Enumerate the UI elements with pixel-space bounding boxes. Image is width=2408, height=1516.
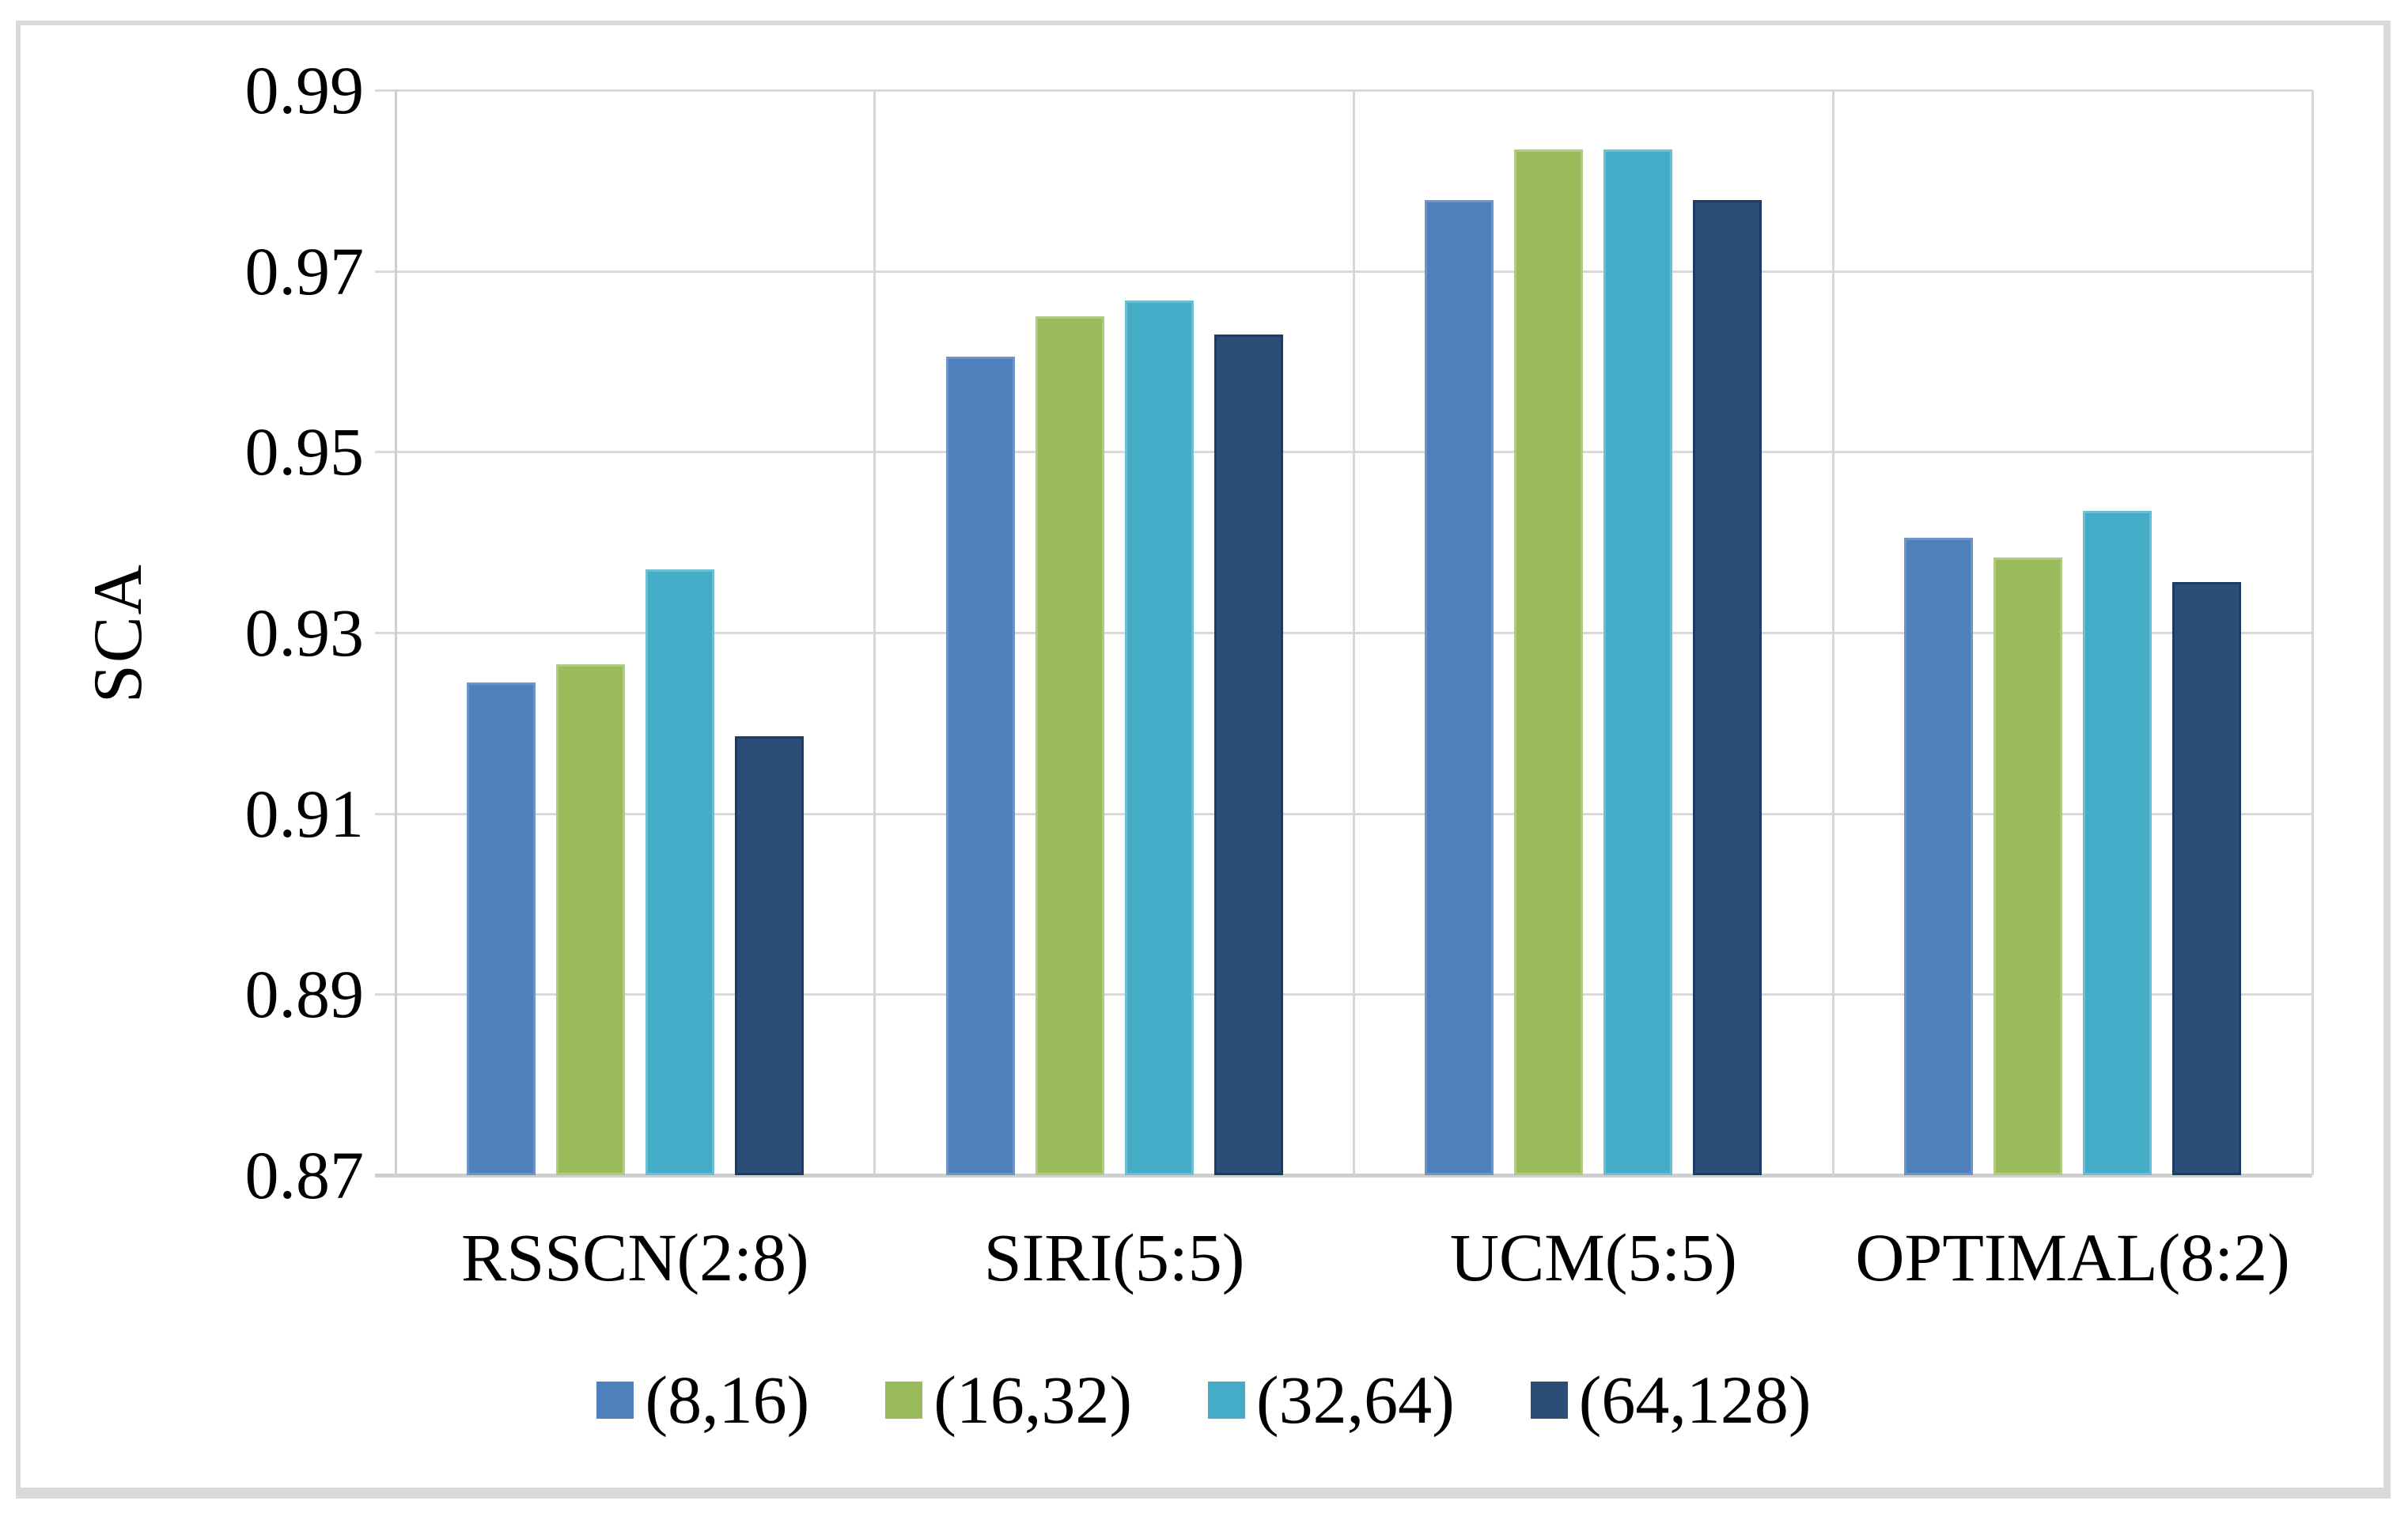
category-divider <box>1831 90 1834 1175</box>
plot-right-edge <box>2311 90 2314 1175</box>
y-axis-title-text: SCA <box>80 562 157 703</box>
legend-swatch-icon <box>1530 1381 1568 1419</box>
bar-rsscn-2-8--series-3 <box>645 569 714 1175</box>
x-axis-line <box>375 1174 2312 1178</box>
legend-swatch-icon <box>596 1381 634 1419</box>
y-tick-label: 0.97 <box>244 233 365 309</box>
legend-item-1: (8,16) <box>596 1360 809 1439</box>
y-tick-label: 0.91 <box>244 775 365 852</box>
y-tick-label: 0.93 <box>244 595 365 671</box>
category-divider <box>1353 90 1355 1175</box>
y-gridline <box>375 89 2312 92</box>
bar-ucm-5-5--series-4 <box>1693 200 1762 1175</box>
bar-rsscn-2-8--series-4 <box>734 736 804 1175</box>
bar-siri-5-5--series-3 <box>1124 301 1194 1175</box>
bar-siri-5-5--series-4 <box>1213 334 1283 1175</box>
bar-rsscn-2-8--series-1 <box>466 682 536 1175</box>
y-axis-title: SCA <box>59 90 178 1175</box>
legend-item-2: (16,32) <box>885 1360 1132 1439</box>
bar-optimal-8-2--series-2 <box>1993 558 2063 1175</box>
bar-ucm-5-5--series-2 <box>1514 149 1584 1175</box>
bar-siri-5-5--series-1 <box>945 357 1015 1175</box>
y-tick-label: 0.99 <box>244 52 365 128</box>
y-tick-label: 0.89 <box>244 956 365 1033</box>
y-gridline <box>375 270 2312 273</box>
y-axis-line <box>394 90 397 1175</box>
x-category-label: RSSCN(2:8) <box>461 1219 809 1295</box>
legend-item-4: (64,128) <box>1530 1360 1812 1439</box>
legend-swatch-icon <box>1208 1381 1245 1419</box>
category-divider <box>873 90 876 1175</box>
bar-optimal-8-2--series-1 <box>1904 537 1974 1175</box>
bar-siri-5-5--series-2 <box>1035 316 1104 1175</box>
bar-optimal-8-2--series-4 <box>2172 581 2242 1175</box>
bar-ucm-5-5--series-1 <box>1425 200 1494 1175</box>
legend-label: (16,32) <box>933 1362 1132 1438</box>
y-tick-label: 0.87 <box>244 1137 365 1213</box>
x-category-label: SIRI(5:5) <box>983 1219 1245 1295</box>
legend-label: (32,64) <box>1256 1362 1455 1438</box>
legend: (8,16) (16,32) (32,64) (64,128) <box>0 1348 2408 1451</box>
y-gridline <box>375 451 2312 454</box>
legend-swatch-icon <box>885 1381 923 1419</box>
y-gridline <box>375 812 2312 815</box>
bar-ucm-5-5--series-3 <box>1603 149 1673 1175</box>
legend-item-3: (32,64) <box>1208 1360 1455 1439</box>
y-tick-label: 0.95 <box>244 414 365 490</box>
legend-label: (64,128) <box>1578 1362 1812 1438</box>
bar-rsscn-2-8--series-2 <box>555 664 625 1175</box>
legend-label: (8,16) <box>645 1362 810 1438</box>
x-category-label: UCM(5:5) <box>1449 1219 1737 1295</box>
y-gridline <box>375 993 2312 996</box>
x-category-label: OPTIMAL(8:2) <box>1855 1219 2290 1295</box>
bar-optimal-8-2--series-3 <box>2083 510 2152 1175</box>
y-gridline <box>375 632 2312 634</box>
